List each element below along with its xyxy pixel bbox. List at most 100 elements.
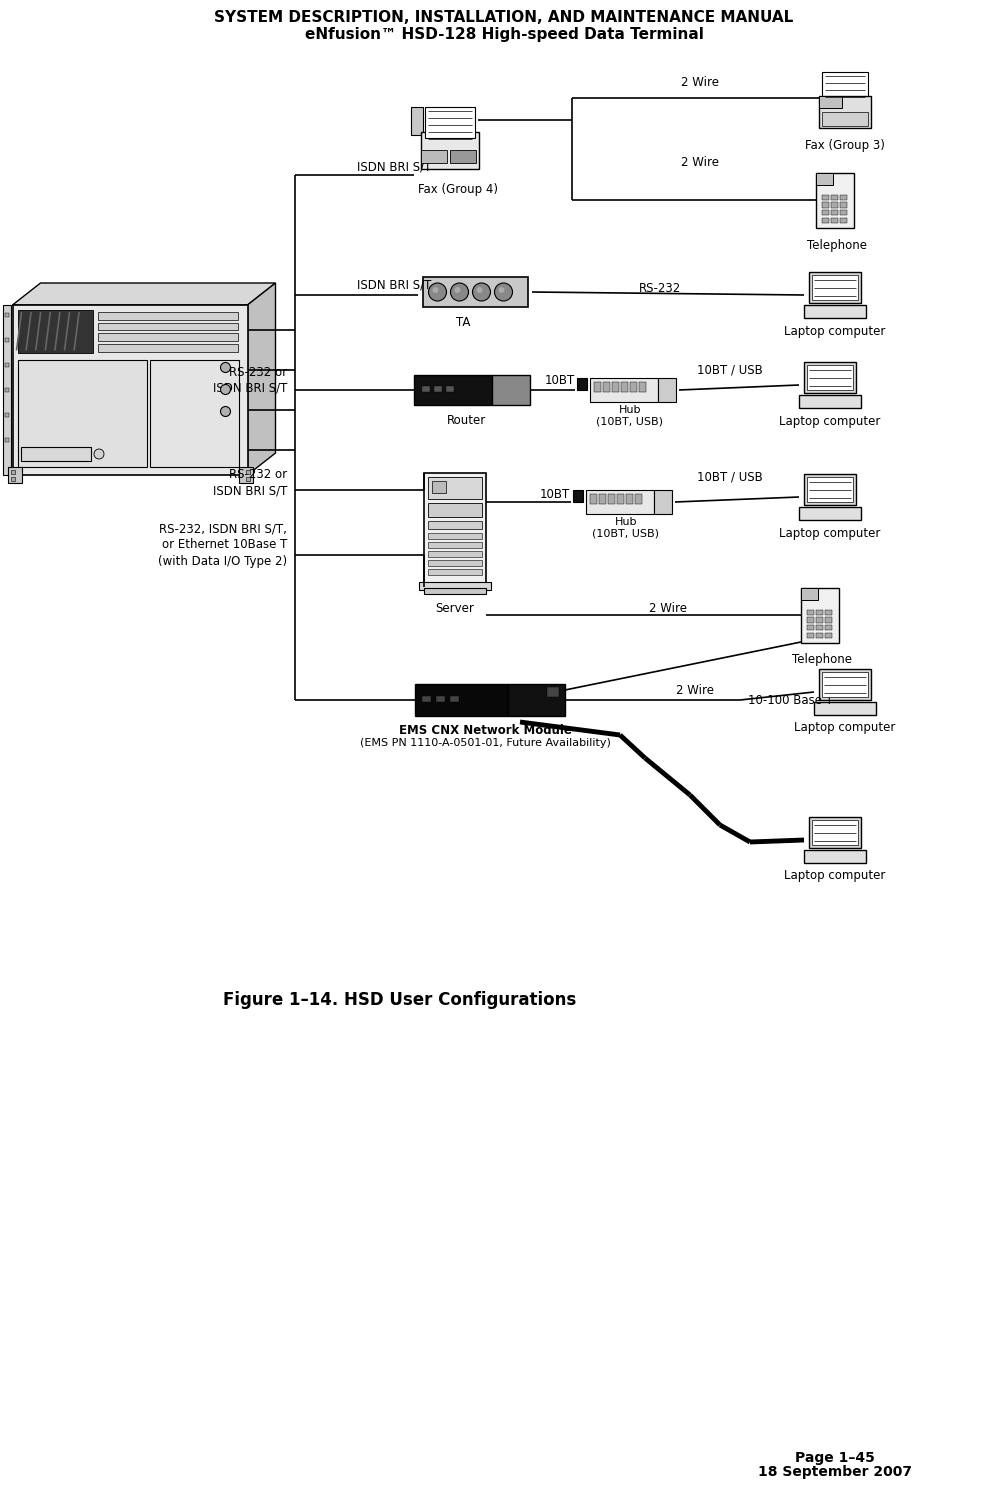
Text: ISDN BRI S/T: ISDN BRI S/T: [357, 278, 431, 292]
Bar: [98, 323, 238, 330]
Bar: [822, 194, 829, 200]
Bar: [573, 490, 583, 502]
Bar: [822, 209, 829, 215]
Text: Laptop computer: Laptop computer: [794, 722, 896, 734]
Bar: [840, 218, 847, 223]
Bar: [806, 365, 854, 390]
Bar: [428, 541, 482, 547]
Bar: [815, 617, 823, 623]
Text: 2 Wire: 2 Wire: [649, 601, 687, 614]
Bar: [4, 338, 8, 342]
Bar: [806, 477, 854, 502]
Text: Hub: Hub: [615, 517, 637, 528]
Polygon shape: [248, 283, 275, 475]
Bar: [831, 218, 838, 223]
Bar: [822, 112, 868, 126]
Text: (EMS PN 1110-A-0501-01, Future Availability): (EMS PN 1110-A-0501-01, Future Availabil…: [360, 739, 611, 748]
Bar: [806, 625, 813, 631]
Text: 2 Wire: 2 Wire: [681, 155, 719, 169]
Text: RS-232 or
ISDN BRI S/T: RS-232 or ISDN BRI S/T: [213, 365, 287, 395]
Bar: [428, 568, 482, 574]
Bar: [424, 472, 486, 588]
Bar: [608, 493, 615, 504]
Bar: [831, 202, 838, 208]
Text: Telephone: Telephone: [807, 239, 867, 251]
Text: 10-100 Base T —: 10-100 Base T —: [748, 694, 849, 707]
Text: Laptop computer: Laptop computer: [784, 324, 886, 338]
Bar: [825, 617, 832, 623]
Text: RS-232: RS-232: [639, 281, 681, 295]
Bar: [17, 309, 93, 353]
Bar: [98, 312, 238, 320]
Text: 2 Wire: 2 Wire: [681, 76, 719, 88]
Circle shape: [221, 407, 231, 417]
Text: Router: Router: [448, 414, 487, 426]
Bar: [635, 493, 642, 504]
Bar: [12, 305, 248, 475]
Bar: [621, 383, 628, 392]
Text: Figure 1–14. HSD User Configurations: Figure 1–14. HSD User Configurations: [224, 991, 577, 1009]
Bar: [818, 668, 871, 700]
Text: Hub: Hub: [619, 405, 641, 416]
Bar: [590, 493, 597, 504]
Circle shape: [221, 362, 231, 372]
Bar: [415, 685, 508, 716]
Bar: [239, 466, 252, 483]
Bar: [20, 447, 91, 460]
Bar: [436, 697, 445, 703]
Bar: [815, 625, 823, 631]
Bar: [98, 333, 238, 341]
Bar: [626, 493, 633, 504]
Circle shape: [455, 287, 461, 293]
Text: Laptop computer: Laptop computer: [779, 414, 881, 428]
Bar: [825, 610, 832, 614]
Bar: [492, 375, 530, 405]
Bar: [639, 383, 646, 392]
Bar: [428, 477, 482, 498]
Text: TA: TA: [456, 315, 470, 329]
Bar: [428, 559, 482, 565]
Bar: [4, 389, 8, 392]
Bar: [825, 632, 832, 638]
Bar: [840, 202, 847, 208]
Bar: [10, 477, 14, 481]
Bar: [7, 466, 21, 483]
Bar: [428, 520, 482, 529]
Bar: [422, 386, 430, 392]
Bar: [808, 816, 862, 848]
Bar: [831, 194, 838, 200]
Text: Page 1–45: Page 1–45: [795, 1452, 875, 1465]
Bar: [10, 469, 14, 474]
Text: ISDN BRI S/T: ISDN BRI S/T: [357, 160, 431, 173]
Bar: [4, 413, 8, 417]
Bar: [617, 493, 624, 504]
Bar: [811, 819, 859, 845]
Bar: [825, 625, 832, 631]
Bar: [804, 851, 866, 863]
Bar: [815, 610, 823, 614]
Bar: [246, 469, 250, 474]
Text: 10BT / USB: 10BT / USB: [698, 363, 763, 377]
Bar: [612, 383, 619, 392]
Bar: [603, 383, 610, 392]
Text: 18 September 2007: 18 September 2007: [758, 1465, 912, 1479]
Bar: [428, 550, 482, 556]
Bar: [801, 588, 839, 643]
Bar: [150, 359, 239, 466]
Bar: [840, 194, 847, 200]
Bar: [421, 151, 448, 163]
Text: RS-232, ISDN BRI S/T,
or Ethernet 10Base T
(with Data I/O Type 2): RS-232, ISDN BRI S/T, or Ethernet 10Base…: [158, 522, 287, 568]
Bar: [818, 96, 871, 129]
Bar: [806, 617, 813, 623]
Bar: [419, 582, 491, 589]
Bar: [599, 493, 606, 504]
Bar: [411, 108, 423, 135]
Bar: [450, 697, 459, 703]
Bar: [594, 383, 601, 392]
Text: (10BT, USB): (10BT, USB): [597, 416, 663, 426]
Bar: [425, 108, 475, 138]
Circle shape: [473, 283, 491, 300]
Bar: [2, 305, 10, 475]
Bar: [508, 685, 565, 716]
Text: 10BT: 10BT: [545, 374, 576, 387]
